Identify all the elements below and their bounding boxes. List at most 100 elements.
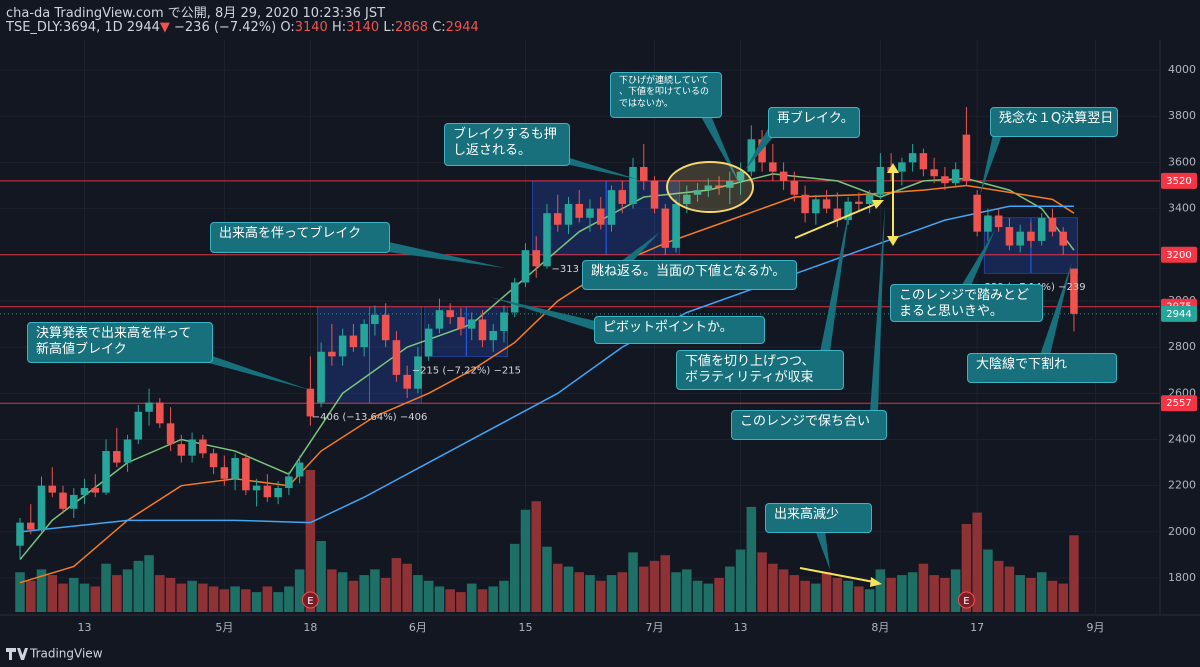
candle-body <box>865 194 874 204</box>
candle-body <box>166 423 175 445</box>
candle-body <box>59 492 67 509</box>
candle-body <box>274 487 282 498</box>
annotation: このレンジで保ち合い <box>731 410 887 440</box>
volume-bar <box>542 546 552 612</box>
volume-bar <box>1015 575 1025 612</box>
volume-bar <box>219 589 230 612</box>
annotation-text: し返される。 <box>453 143 532 159</box>
volume-bar <box>133 560 144 612</box>
candle-body <box>521 250 530 283</box>
volume-bar <box>47 575 58 612</box>
candle-body <box>403 374 411 389</box>
volume-bar <box>735 549 746 612</box>
volume-bar <box>466 583 477 612</box>
annotation: ブレイクするも押 し返される。 <box>444 123 570 166</box>
candle-body <box>263 485 272 498</box>
symbol: TSE_DLY:3694, 1D 2944 <box>6 20 160 35</box>
label: O: <box>280 20 295 35</box>
candle-body <box>220 467 229 479</box>
candle-body <box>91 487 100 493</box>
candle-body <box>242 457 250 491</box>
candle-body <box>758 139 766 163</box>
candle-body <box>102 451 110 493</box>
annotation-text: 、下値を叩けているの <box>619 87 710 98</box>
volume-bar <box>800 580 810 612</box>
volume-bar <box>757 552 767 612</box>
header-line: cha-da TradingView.com で公開, 8月 29, 2020 … <box>6 2 385 21</box>
volume-bar <box>746 506 757 612</box>
volume-bar <box>854 586 864 612</box>
volume-bar <box>1069 535 1079 612</box>
candle-body <box>381 314 390 341</box>
candle-body <box>596 208 605 225</box>
event-marker <box>301 591 319 609</box>
candle-body <box>295 462 304 477</box>
candle-body <box>984 215 992 232</box>
candle-body <box>177 444 186 456</box>
volume-bar <box>1047 580 1058 612</box>
y-tick-label: 3800 <box>1168 109 1196 122</box>
volume-bar <box>703 583 714 612</box>
annotation-text: 出来高減少 <box>774 507 840 522</box>
measure-label: −215 (−7.22%) −215 <box>412 365 521 376</box>
candle-body <box>467 319 476 329</box>
annotation-text: このレンジで保ち合い <box>740 414 871 429</box>
volume-bar <box>574 572 585 612</box>
volume-bar <box>897 575 907 612</box>
close: 2944 <box>445 20 479 35</box>
candle-body <box>876 167 885 195</box>
candle-body <box>683 194 691 204</box>
volume-bar <box>58 583 68 612</box>
candle-body <box>844 201 852 221</box>
candle-body <box>930 169 938 177</box>
x-tick-label: 8月 <box>871 621 889 634</box>
volume-bar <box>692 580 703 612</box>
annotation-text: ピボットポイントか。 <box>603 320 733 335</box>
y-tick-label: 2400 <box>1168 432 1196 445</box>
volume-bar <box>821 572 832 612</box>
x-tick-label: 17 <box>970 621 984 634</box>
price-tag-label: 2557 <box>1166 398 1191 409</box>
volume-bar <box>391 558 402 612</box>
volume-bar <box>488 586 498 612</box>
volume-bar <box>456 592 466 612</box>
candle-body <box>371 314 379 325</box>
candle-body <box>156 402 164 424</box>
volume-bar <box>649 560 660 612</box>
volume-bar <box>370 569 380 612</box>
annotation-text: 大陰線で下割れ <box>976 357 1068 372</box>
y-tick-label: 2200 <box>1168 479 1196 492</box>
candle-body <box>951 169 960 184</box>
x-tick-label: 7月 <box>646 621 664 634</box>
volume-bar <box>1004 566 1015 612</box>
candle-body <box>1027 231 1035 241</box>
candle-body <box>553 213 562 225</box>
candle-body <box>37 485 46 530</box>
x-tick-label: 13 <box>734 621 748 634</box>
volume-bar <box>402 563 412 612</box>
volume-bar <box>1036 572 1047 612</box>
volume-bar <box>595 580 606 612</box>
candle-body <box>898 162 906 172</box>
annotation: 決算発表で出来高を伴って 新高値ブレイク <box>27 322 213 363</box>
volume-bar <box>413 575 423 612</box>
volume-bar <box>90 586 101 612</box>
annotation-text: このレンジで踏みとど <box>899 288 1030 303</box>
candle-body <box>188 439 196 456</box>
volume-bar <box>122 569 133 612</box>
annotation: 出来高を伴ってブレイク <box>210 222 390 253</box>
candle-body <box>1037 217 1046 241</box>
candle-body <box>704 185 713 191</box>
volume-bar <box>251 592 262 612</box>
volume-bar <box>155 575 165 612</box>
candle-body <box>489 330 497 341</box>
candle-body <box>510 282 519 313</box>
volume-bar <box>843 580 853 612</box>
volume-bar <box>294 569 305 612</box>
volume-bar <box>176 583 187 612</box>
volume-bar <box>725 566 735 612</box>
moving-average <box>19 205 1074 533</box>
y-tick-label: 3400 <box>1168 202 1196 215</box>
annotation: 跳ね返る。当面の下値となるか。 <box>582 260 797 290</box>
candle-body <box>801 194 809 214</box>
